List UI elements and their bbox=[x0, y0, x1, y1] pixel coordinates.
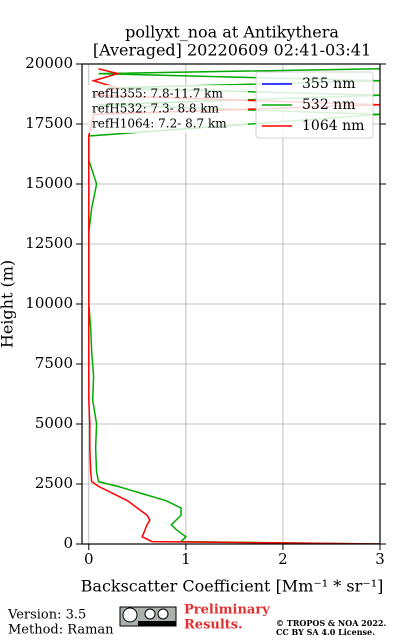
legend-label: 532 nm bbox=[302, 97, 355, 113]
y-tick-label: 15000 bbox=[25, 174, 73, 192]
y-tick-label: 7500 bbox=[35, 354, 73, 372]
x-tick-label: 2 bbox=[278, 550, 288, 568]
y-tick-label: 20000 bbox=[25, 54, 73, 72]
y-tick-label: 2500 bbox=[35, 474, 73, 492]
version: Version: 3.5 bbox=[7, 608, 86, 623]
legend-box bbox=[255, 71, 374, 139]
preliminary: Preliminary bbox=[184, 603, 270, 618]
x-tick-label: 0 bbox=[84, 550, 94, 568]
y-axis-label: Height (m) bbox=[0, 260, 17, 348]
annotation: refH1064: 7.2- 8.7 km bbox=[92, 117, 227, 131]
annotation: refH532: 7.3- 8.8 km bbox=[92, 102, 220, 116]
chart-title: pollyxt_noa at Antikythera bbox=[125, 23, 339, 42]
y-tick-label: 17500 bbox=[25, 114, 73, 132]
plot-lines bbox=[88, 68, 380, 544]
x-tick-label: 1 bbox=[181, 550, 191, 568]
legend-label: 355 nm bbox=[302, 76, 355, 92]
annotation-box bbox=[88, 85, 248, 133]
y-tick-label: 5000 bbox=[35, 414, 73, 432]
y-tick-label: 12500 bbox=[25, 234, 73, 252]
x-axis-label: Backscatter Coefficient [Mm⁻¹ * sr⁻¹] bbox=[81, 577, 384, 596]
plot-frame bbox=[81, 63, 381, 545]
annotation: refH355: 7.8-11.7 km bbox=[92, 87, 223, 101]
chart-title: [Averaged] 20220609 02:41-03:41 bbox=[93, 41, 371, 60]
legend-label: 1064 nm bbox=[302, 118, 364, 134]
copyright: © TROPOS & NOA 2022. bbox=[276, 618, 386, 628]
cc-badge bbox=[119, 606, 177, 627]
license: CC BY SA 4.0 License. bbox=[276, 627, 375, 637]
line bbox=[88, 68, 380, 544]
results: Results. bbox=[184, 618, 243, 633]
y-tick-label: 10000 bbox=[25, 294, 73, 312]
x-tick-label: 3 bbox=[375, 550, 385, 568]
line bbox=[88, 68, 380, 544]
y-tick-label: 0 bbox=[63, 534, 73, 552]
method: Method: Raman bbox=[8, 623, 114, 638]
